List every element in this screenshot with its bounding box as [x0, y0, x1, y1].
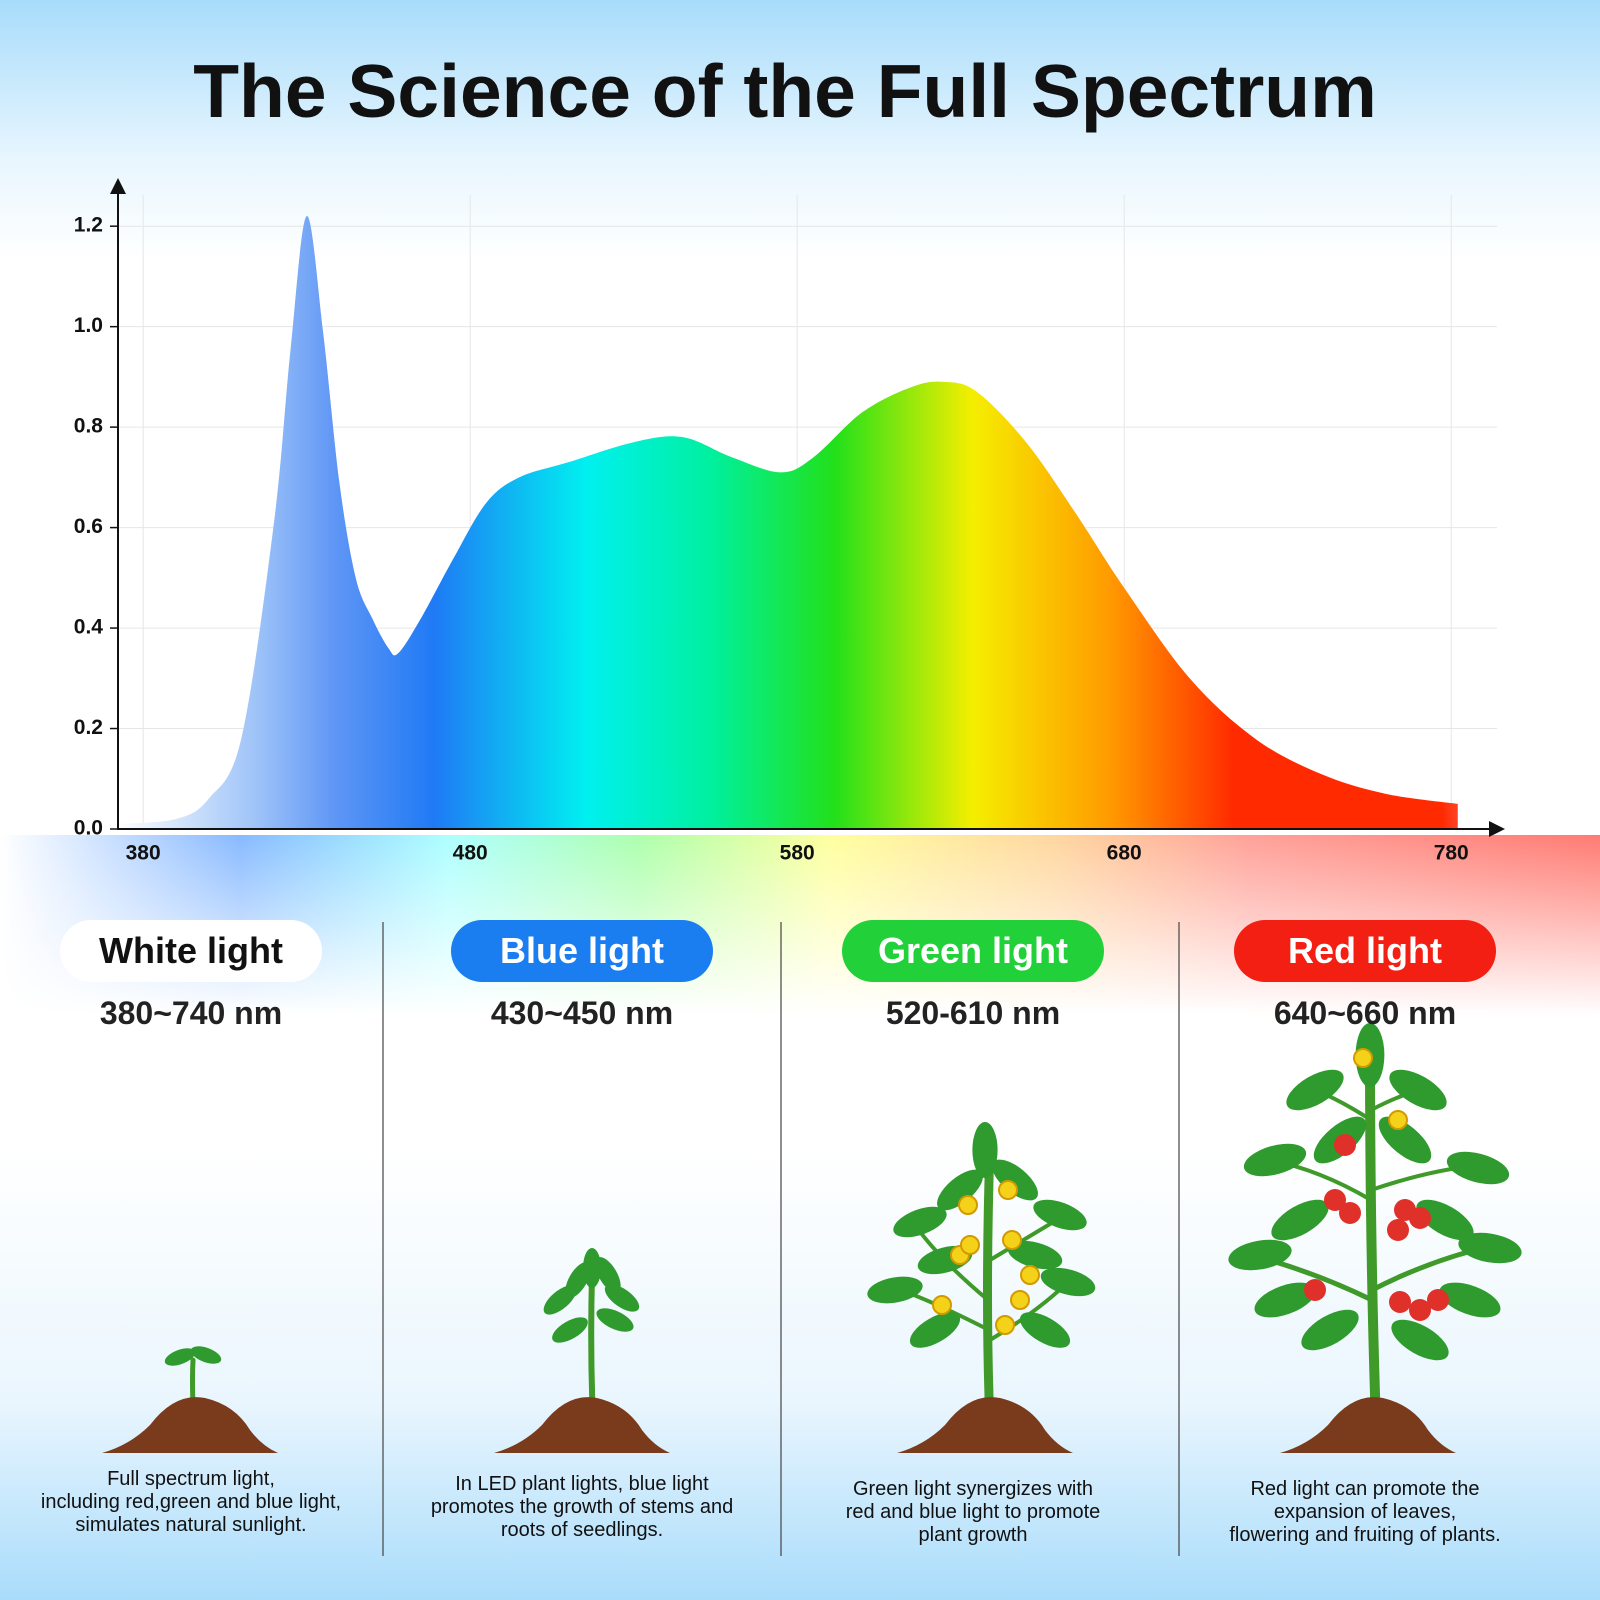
flower: [1010, 1290, 1030, 1310]
soil: [897, 1397, 1073, 1453]
soil: [102, 1397, 278, 1453]
leaf: [1019, 1312, 1071, 1348]
leaf: [1271, 1199, 1329, 1241]
y-tick-label: 0.8: [74, 415, 104, 438]
flower: [1353, 1048, 1373, 1068]
leaf: [1040, 1267, 1096, 1297]
leaf: [595, 1257, 621, 1293]
panel-range: 520-610 nm: [885, 995, 1061, 1031]
x-tick-label: 780: [1434, 842, 1469, 865]
leaf: [1378, 1116, 1432, 1164]
x-tick-label: 380: [126, 842, 161, 865]
y-tick-label: 0.4: [74, 616, 104, 639]
leaf: [190, 1346, 222, 1364]
flower: [995, 1315, 1015, 1335]
x-tick-label: 680: [1107, 842, 1142, 865]
panel-range: 640~660 nm: [1273, 995, 1457, 1031]
leaf: [583, 1248, 601, 1288]
leaf: [596, 1308, 634, 1332]
stem: [983, 1140, 995, 1430]
flower: [998, 1180, 1018, 1200]
flower: [958, 1195, 978, 1215]
flower: [1002, 1230, 1022, 1250]
leaf: [937, 1169, 983, 1211]
panel-range: 430~450 nm: [490, 995, 674, 1031]
panel-description: Full spectrum light, including red,green…: [40, 1468, 342, 1536]
tomato: [1409, 1299, 1431, 1321]
flower: [1020, 1265, 1040, 1285]
leaf: [1228, 1239, 1292, 1271]
soil: [1280, 1397, 1456, 1453]
flower: [1388, 1110, 1408, 1130]
leaf: [1254, 1282, 1316, 1318]
leaf: [1033, 1199, 1087, 1231]
leaf: [1391, 1319, 1449, 1361]
panel-label: Green light: [842, 920, 1104, 982]
leaf: [1286, 1069, 1344, 1111]
x-tick-label: 580: [780, 842, 815, 865]
x-tick-label: 480: [453, 842, 488, 865]
y-tick-label: 0.2: [74, 716, 103, 739]
leaf: [909, 1312, 961, 1348]
leaf: [1389, 1069, 1447, 1111]
leaf: [1416, 1199, 1474, 1241]
leaf: [164, 1348, 196, 1366]
leaf: [1458, 1232, 1522, 1264]
y-tick-label: 0.6: [74, 515, 103, 538]
tomato: [1427, 1289, 1449, 1311]
leaf: [972, 1122, 998, 1178]
panel-description: Red light can promote the expansion of l…: [1229, 1478, 1501, 1546]
tomato: [1409, 1207, 1431, 1229]
leaf: [893, 1206, 947, 1238]
tomato: [1304, 1279, 1326, 1301]
panel-description: Green light synergizes with red and blue…: [845, 1478, 1101, 1546]
plot: [117, 216, 1458, 829]
leaf: [992, 1159, 1038, 1201]
plants: [102, 1023, 1522, 1453]
spectrum-area: [117, 216, 1458, 829]
tomato: [1389, 1291, 1411, 1313]
flower: [932, 1295, 952, 1315]
leaf: [1243, 1143, 1307, 1177]
dividers: [382, 922, 1180, 1556]
panel-label: White light: [60, 920, 322, 982]
tomato: [1324, 1189, 1346, 1211]
stem: [1365, 1045, 1381, 1430]
panel-description: In LED plant lights, blue light promotes…: [430, 1473, 734, 1541]
tomato: [1339, 1202, 1361, 1224]
panel-range: 380~740 nm: [99, 995, 283, 1031]
soil: [494, 1397, 670, 1453]
panel-label: Red light: [1234, 920, 1496, 982]
leaf: [552, 1317, 588, 1343]
chart-title: The Science of the Full Spectrum: [193, 49, 1377, 133]
tomato: [1387, 1219, 1409, 1241]
y-tick-label: 1.2: [74, 214, 103, 237]
panel-label: Blue light: [451, 920, 713, 982]
y-tick-label: 0.0: [74, 817, 103, 840]
flower: [960, 1235, 980, 1255]
leaf: [1446, 1151, 1510, 1185]
leaf: [1301, 1309, 1359, 1351]
leaf: [1007, 1240, 1063, 1270]
tomato: [1334, 1134, 1356, 1156]
leaf: [867, 1276, 923, 1304]
leaf: [1439, 1282, 1501, 1318]
y-tick-label: 1.0: [74, 314, 103, 337]
